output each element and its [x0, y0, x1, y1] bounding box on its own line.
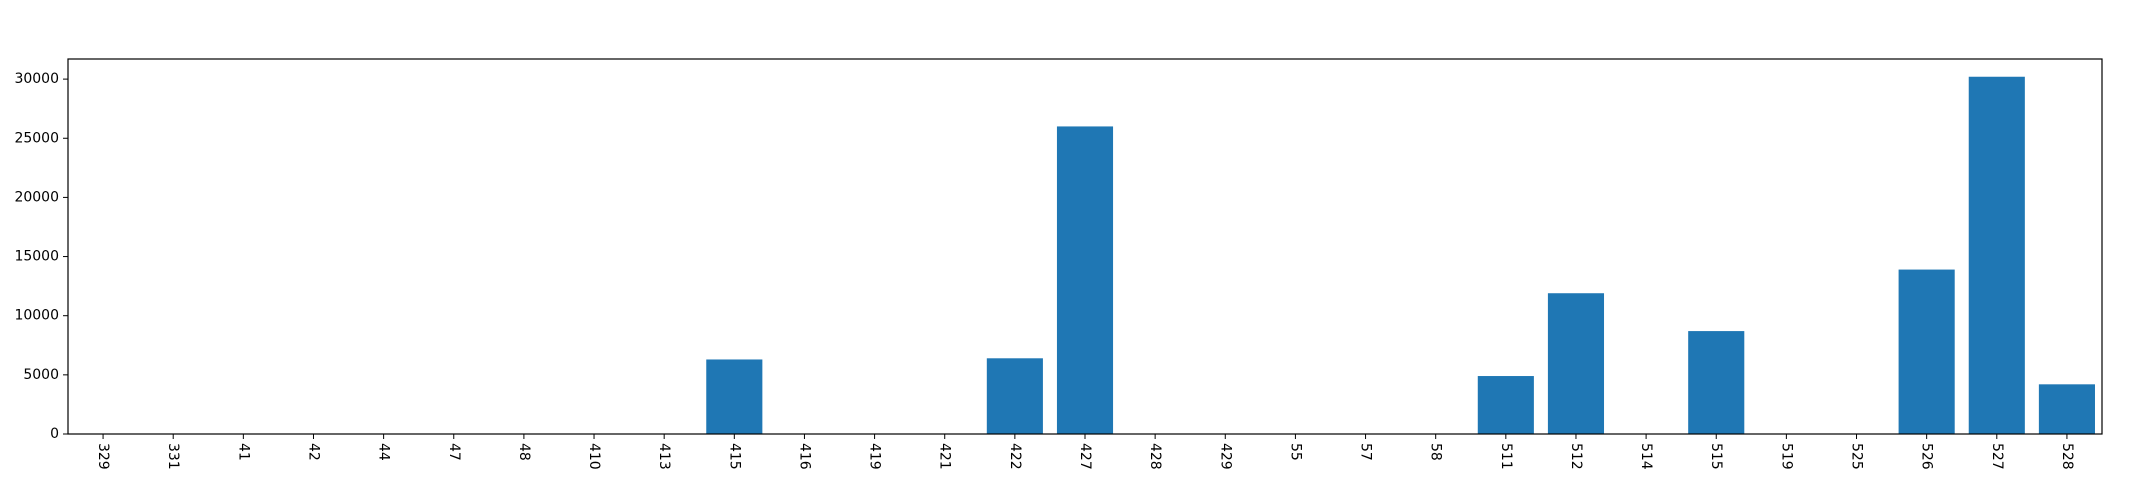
- bar-512: [1547, 293, 1605, 434]
- bar-427: [1056, 126, 1114, 435]
- x-axis: 329 331 41 42 44 47 48 410 413 415 416 419 421 422 427…: [95, 434, 2075, 470]
- bar-526: [1898, 269, 1955, 434]
- y-tick-label: 0: [50, 426, 59, 442]
- x-tick-label: 528: [2059, 443, 2075, 470]
- bar-515: [1688, 331, 1745, 434]
- x-tick-label: 515: [1708, 443, 1724, 470]
- x-tick-label: 410: [586, 443, 602, 470]
- y-tick-label: 10000: [14, 308, 59, 324]
- x-tick-label: 527: [1989, 443, 2005, 470]
- y-tick-label: 30000: [14, 71, 59, 87]
- x-tick-label: 525: [1849, 443, 1865, 470]
- y-tick-label: 25000: [14, 130, 59, 146]
- x-tick-label: 41: [235, 443, 251, 461]
- x-tick-label: 422: [1007, 443, 1023, 470]
- x-tick-label: 511: [1498, 443, 1514, 470]
- x-tick-label: 421: [937, 443, 953, 470]
- x-tick-label: 47: [446, 443, 462, 461]
- x-tick-label: 519: [1778, 443, 1794, 470]
- x-tick-label: 42: [305, 443, 321, 461]
- bars: [706, 76, 2095, 435]
- y-tick-label: 20000: [14, 189, 59, 205]
- x-tick-label: 331: [165, 443, 181, 470]
- y-tick-label: 5000: [23, 367, 59, 383]
- y-axis: 0 5000 10000 15000 20000 25000 30000: [14, 71, 68, 442]
- x-tick-label: 44: [376, 443, 392, 461]
- x-tick-label: 57: [1358, 443, 1374, 461]
- x-tick-label: 329: [95, 443, 111, 470]
- x-tick-label: 58: [1428, 443, 1444, 461]
- x-tick-label: 419: [867, 443, 883, 470]
- bar-528: [2038, 384, 2095, 434]
- x-tick-label: 413: [656, 443, 672, 470]
- x-tick-label: 428: [1147, 443, 1163, 470]
- x-tick-label: 427: [1077, 443, 1093, 470]
- x-tick-label: 512: [1568, 443, 1584, 470]
- x-tick-label: 55: [1287, 443, 1303, 461]
- y-tick-label: 15000: [14, 249, 59, 265]
- plot-frame: [67, 58, 2103, 435]
- x-tick-label: 514: [1638, 443, 1654, 470]
- x-tick-label: 48: [516, 443, 532, 461]
- bar-527: [1968, 76, 2025, 434]
- x-tick-label: 416: [796, 443, 812, 470]
- x-tick-label: 429: [1217, 443, 1233, 470]
- bar-511: [1477, 376, 1534, 434]
- bar-415: [706, 359, 763, 434]
- x-tick-label: 415: [726, 443, 742, 470]
- bar-422: [986, 358, 1043, 434]
- x-tick-label: 526: [1919, 443, 1935, 470]
